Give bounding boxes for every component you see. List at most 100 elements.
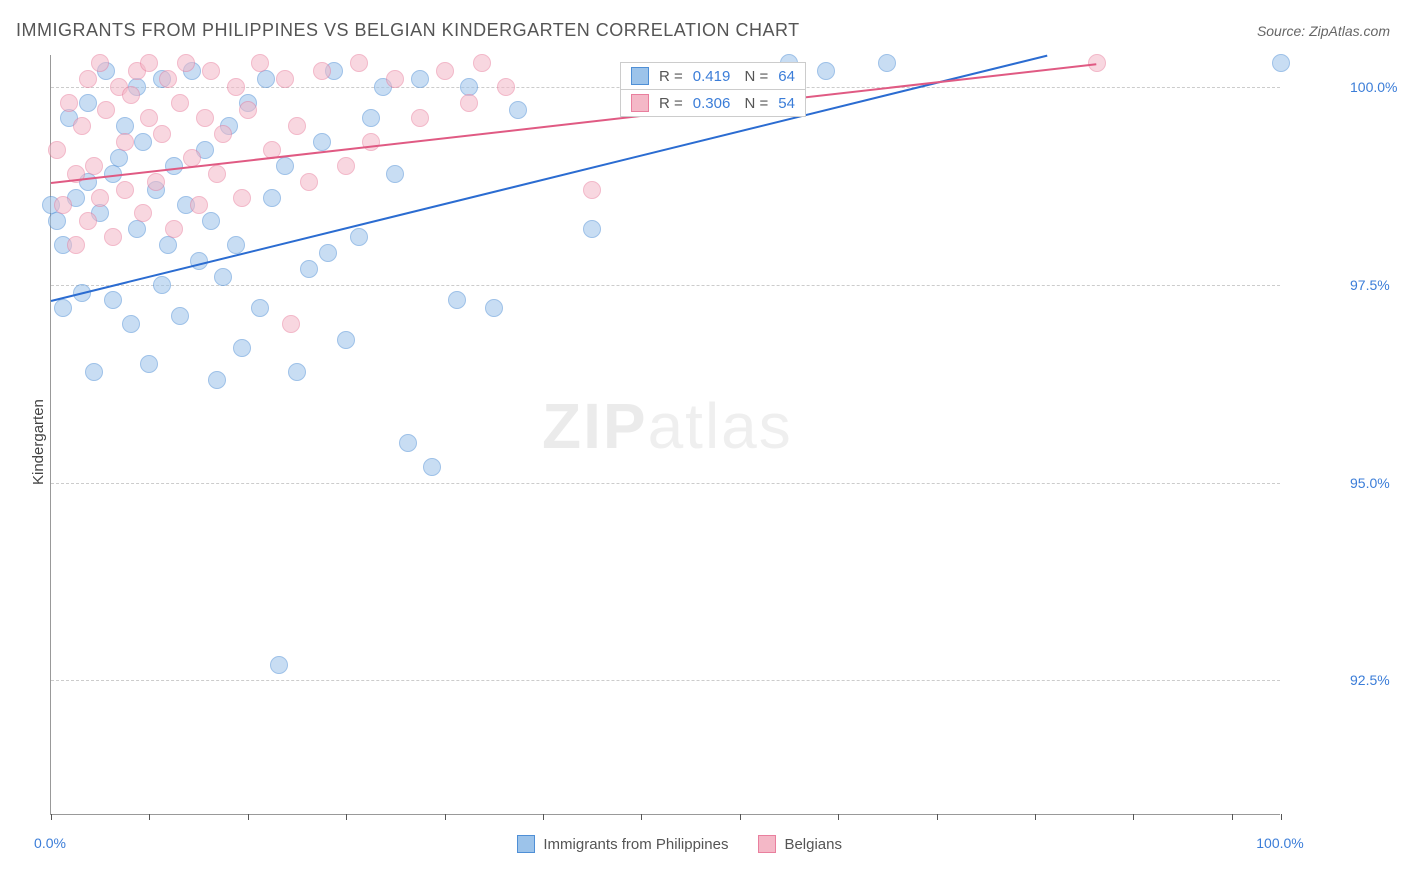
scatter-point-belgians — [60, 94, 78, 112]
scatter-point-belgians — [85, 157, 103, 175]
scatter-point-philippines — [153, 276, 171, 294]
x-tick — [149, 814, 150, 820]
scatter-point-belgians — [460, 94, 478, 112]
scatter-point-belgians — [282, 315, 300, 333]
scatter-point-philippines — [386, 165, 404, 183]
scatter-point-philippines — [399, 434, 417, 452]
scatter-point-philippines — [54, 299, 72, 317]
scatter-point-belgians — [227, 78, 245, 96]
y-tick-label: 92.5% — [1350, 672, 1390, 688]
legend-item-philippines: Immigrants from Philippines — [517, 835, 728, 853]
x-tick — [1281, 814, 1282, 820]
x-tick — [1133, 814, 1134, 820]
scatter-point-belgians — [79, 212, 97, 230]
scatter-point-philippines — [485, 299, 503, 317]
scatter-point-belgians — [196, 109, 214, 127]
legend-item-belgians: Belgians — [758, 835, 842, 853]
scatter-point-philippines — [227, 236, 245, 254]
scatter-point-belgians — [233, 189, 251, 207]
scatter-point-belgians — [67, 236, 85, 254]
scatter-point-belgians — [171, 94, 189, 112]
stats-r-value-belgians: 0.306 — [693, 95, 731, 112]
x-tick — [1232, 814, 1233, 820]
stats-n-label: N = — [740, 68, 768, 85]
scatter-point-philippines — [1272, 54, 1290, 72]
scatter-point-philippines — [300, 260, 318, 278]
scatter-point-belgians — [350, 54, 368, 72]
legend-swatch-belgians — [631, 94, 649, 112]
x-tick-label: 0.0% — [34, 835, 66, 851]
scatter-point-philippines — [159, 236, 177, 254]
x-tick — [51, 814, 52, 820]
scatter-point-belgians — [91, 54, 109, 72]
scatter-point-philippines — [251, 299, 269, 317]
scatter-point-belgians — [140, 109, 158, 127]
x-tick — [838, 814, 839, 820]
gridline — [51, 285, 1280, 286]
scatter-point-philippines — [350, 228, 368, 246]
scatter-point-belgians — [251, 54, 269, 72]
scatter-point-belgians — [153, 125, 171, 143]
chart-title: IMMIGRANTS FROM PHILIPPINES VS BELGIAN K… — [16, 20, 800, 41]
scatter-point-belgians — [122, 86, 140, 104]
x-tick — [346, 814, 347, 820]
stats-n-value-philippines: 64 — [778, 68, 795, 85]
gridline — [51, 680, 1280, 681]
y-axis-title: Kindergarten — [30, 399, 47, 485]
scatter-point-philippines — [79, 94, 97, 112]
scatter-point-philippines — [202, 212, 220, 230]
scatter-point-philippines — [448, 291, 466, 309]
scatter-point-belgians — [202, 62, 220, 80]
scatter-point-philippines — [263, 189, 281, 207]
x-tick — [641, 814, 642, 820]
scatter-point-belgians — [276, 70, 294, 88]
scatter-point-belgians — [73, 117, 91, 135]
scatter-point-belgians — [411, 109, 429, 127]
scatter-point-belgians — [54, 196, 72, 214]
stats-row-philippines: R =0.419 N =64 — [621, 63, 805, 89]
x-tick — [740, 814, 741, 820]
scatter-point-belgians — [190, 196, 208, 214]
scatter-point-philippines — [337, 331, 355, 349]
scatter-point-philippines — [313, 133, 331, 151]
stats-r-label: R = — [659, 95, 683, 112]
scatter-point-philippines — [104, 291, 122, 309]
legend-swatch-belgians — [758, 835, 776, 853]
scatter-point-philippines — [165, 157, 183, 175]
scatter-point-belgians — [116, 133, 134, 151]
scatter-point-belgians — [140, 54, 158, 72]
stats-row-belgians: R =0.306 N =54 — [621, 89, 805, 116]
source-prefix: Source: — [1257, 23, 1309, 39]
scatter-point-philippines — [276, 157, 294, 175]
scatter-point-belgians — [147, 173, 165, 191]
correlation-stats-box: R =0.419 N =64R =0.306 N =54 — [620, 62, 806, 117]
source-name: ZipAtlas.com — [1309, 23, 1390, 39]
scatter-point-belgians — [165, 220, 183, 238]
scatter-point-philippines — [509, 101, 527, 119]
scatter-point-belgians — [134, 204, 152, 222]
gridline — [51, 483, 1280, 484]
scatter-plot-area — [50, 55, 1280, 815]
scatter-point-philippines — [85, 363, 103, 381]
scatter-point-philippines — [128, 220, 146, 238]
scatter-point-philippines — [411, 70, 429, 88]
scatter-point-belgians — [97, 101, 115, 119]
legend-swatch-philippines — [631, 67, 649, 85]
scatter-point-belgians — [288, 117, 306, 135]
x-tick — [543, 814, 544, 820]
scatter-point-philippines — [110, 149, 128, 167]
scatter-point-belgians — [386, 70, 404, 88]
legend-swatch-philippines — [517, 835, 535, 853]
scatter-point-philippines — [171, 307, 189, 325]
x-tick — [248, 814, 249, 820]
y-tick-label: 100.0% — [1350, 79, 1397, 95]
scatter-point-philippines — [878, 54, 896, 72]
scatter-point-belgians — [214, 125, 232, 143]
source-attribution: Source: ZipAtlas.com — [1257, 23, 1390, 39]
scatter-point-belgians — [239, 101, 257, 119]
scatter-point-philippines — [319, 244, 337, 262]
scatter-point-belgians — [497, 78, 515, 96]
scatter-point-philippines — [140, 355, 158, 373]
scatter-point-philippines — [214, 268, 232, 286]
scatter-point-philippines — [362, 109, 380, 127]
